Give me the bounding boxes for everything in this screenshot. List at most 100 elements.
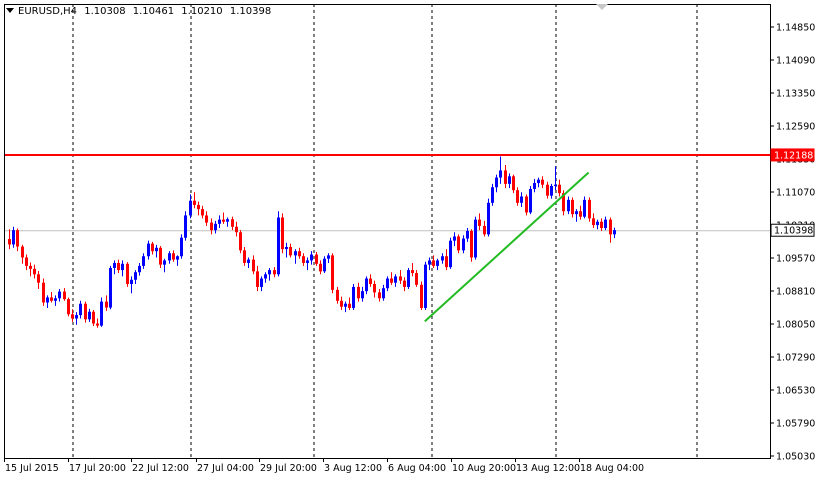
candle-body (462, 238, 465, 251)
chart-header: EURUSD,H4 1.10308 1.10461 1.10210 1.1039… (6, 6, 275, 17)
trend-line[interactable] (424, 171, 590, 323)
candle-body (176, 256, 179, 260)
candle-body (260, 278, 263, 287)
candle (596, 219, 599, 230)
candle-body (340, 300, 343, 307)
candle (432, 255, 435, 268)
candle-body (583, 199, 586, 217)
x-tick-label: 3 Aug 12:00 (324, 463, 382, 474)
candle (46, 295, 49, 308)
candle-body (172, 253, 175, 260)
candle-body (277, 217, 280, 275)
candle-body (424, 264, 427, 308)
candle (138, 262, 141, 276)
candle (403, 277, 406, 292)
candle-body (411, 270, 414, 274)
candle (361, 286, 364, 302)
candle-body (504, 170, 507, 184)
candle (268, 267, 271, 281)
candle-body (231, 219, 234, 227)
candle (600, 218, 603, 231)
candle-body (588, 199, 591, 219)
candle (54, 295, 57, 306)
candle-body (604, 219, 607, 229)
candle (315, 252, 318, 266)
candle-body (117, 262, 120, 271)
candle-body (63, 291, 66, 300)
candle (67, 297, 70, 317)
candle (277, 211, 280, 277)
candle (310, 251, 313, 265)
candle-body (327, 255, 330, 259)
candle (516, 187, 519, 206)
one-click-trading-toggle-icon[interactable] (596, 4, 608, 10)
y-tick-label: 1.14090 (776, 56, 815, 67)
candle (537, 177, 540, 188)
candle-body (109, 267, 112, 308)
candle (29, 262, 32, 277)
candle (441, 253, 444, 264)
candle-body (436, 260, 439, 266)
candle (180, 234, 183, 259)
candle-body (134, 272, 137, 280)
candle (96, 318, 99, 328)
candle (478, 213, 481, 231)
candle-body (16, 230, 19, 247)
candle-body (365, 278, 368, 292)
candle-body (168, 253, 171, 261)
candle-body (533, 183, 536, 189)
candle-body (155, 247, 158, 252)
candle-body (302, 256, 305, 263)
candle-body (466, 230, 469, 239)
candle-body (592, 218, 595, 226)
candle-body (394, 276, 397, 283)
candle (394, 274, 397, 287)
candle-body (478, 219, 481, 226)
candle-body (495, 177, 498, 188)
candle-body (352, 286, 355, 308)
trend-lines[interactable] (424, 171, 590, 323)
x-tick-label: 6 Aug 04:00 (388, 463, 446, 474)
candle-body (386, 278, 389, 289)
candle-body (159, 247, 162, 265)
candle-body (113, 262, 116, 268)
x-tick-label: 29 Jul 20:00 (260, 463, 317, 474)
candle (126, 262, 129, 287)
candle (357, 282, 360, 302)
candle-body (369, 278, 372, 284)
candle-body (432, 260, 435, 266)
price-lines (4, 153, 770, 232)
candle-body (243, 250, 246, 263)
candle-body (407, 270, 410, 287)
candle-body (289, 246, 292, 256)
candle (583, 196, 586, 219)
dropdown-arrow-icon[interactable] (6, 8, 14, 13)
candle-body (256, 271, 259, 287)
candle-body (138, 265, 141, 273)
candle-body (197, 204, 200, 210)
candle-body (42, 282, 45, 303)
candle-body (529, 188, 532, 213)
price-axis[interactable]: 1.148501.140901.133501.125901.118301.110… (770, 23, 815, 463)
candle-body (554, 184, 557, 186)
high-price: 1.10461 (132, 6, 175, 17)
candle (88, 308, 91, 322)
candle-body (441, 256, 444, 261)
candle-body (273, 270, 276, 275)
candle (529, 185, 532, 215)
candle (273, 267, 276, 278)
candle (235, 221, 238, 237)
time-axis[interactable]: 15 Jul 2015 17 Jul 20:00 22 Jul 12:00 27 Ju… (4, 458, 645, 474)
candle-body (88, 311, 91, 320)
candle (231, 216, 234, 231)
candle (499, 156, 502, 184)
candle (319, 260, 322, 275)
candle (604, 216, 607, 231)
candle (176, 255, 179, 266)
candle (298, 247, 301, 259)
candle (294, 249, 297, 264)
symbol-label: EURUSD,H4 (18, 6, 78, 17)
candle-body (252, 259, 255, 272)
